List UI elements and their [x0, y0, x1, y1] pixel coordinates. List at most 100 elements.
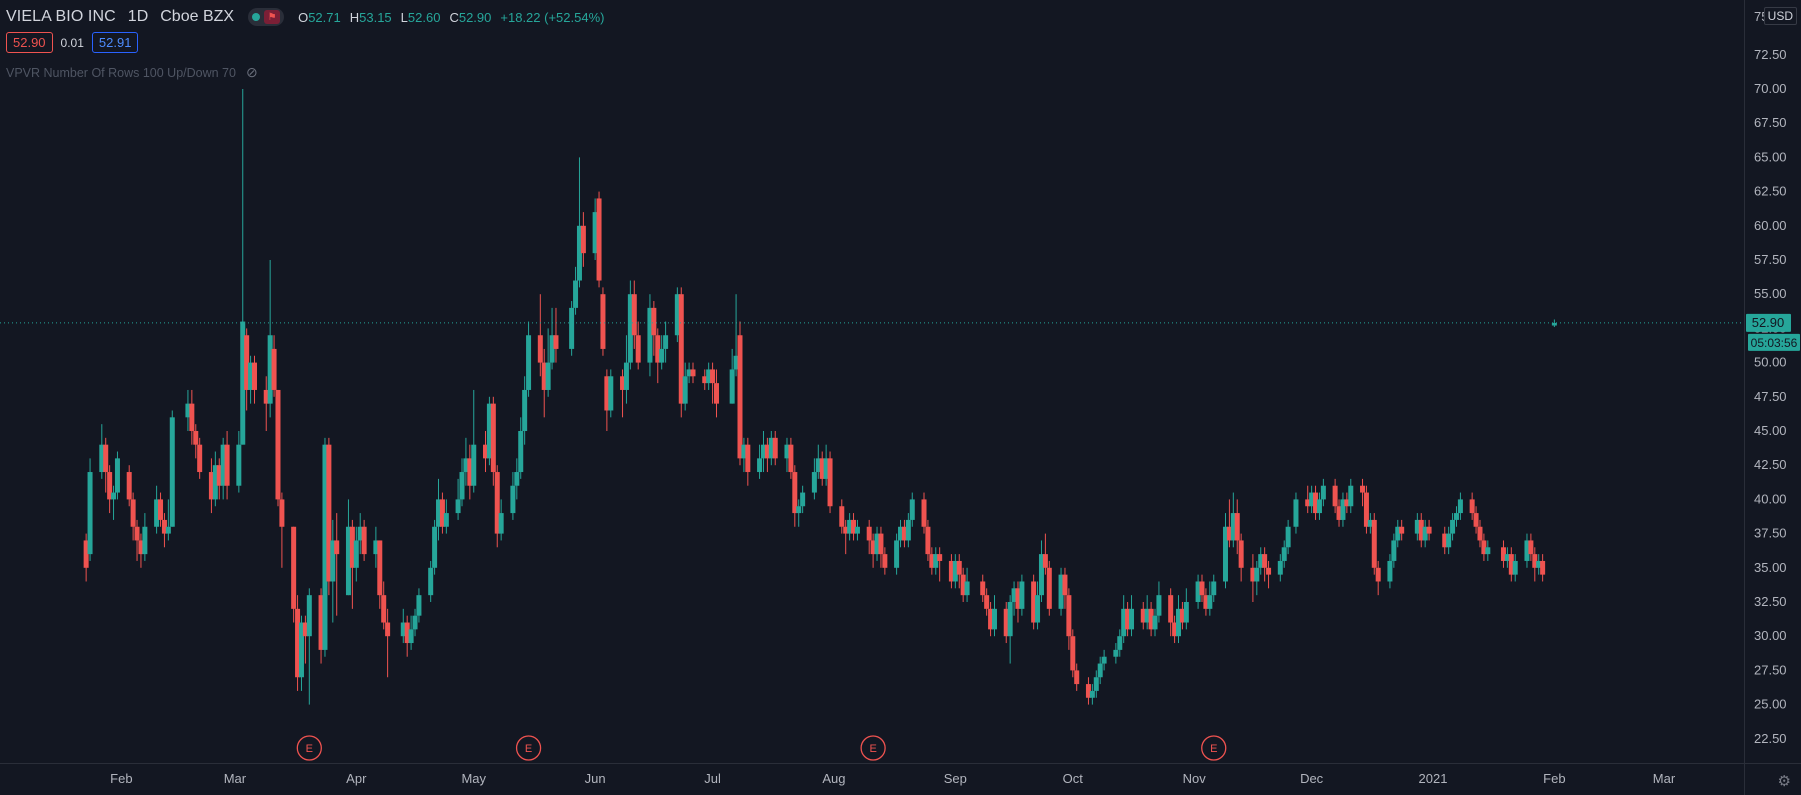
candle-down	[960, 574, 966, 596]
candle-up	[1097, 663, 1103, 678]
price-tick-label: 40.00	[1754, 491, 1787, 506]
indicator-legend[interactable]: VPVR Number Of Rows 100 Up/Down 70 ⊘	[6, 64, 258, 81]
candle-up	[1348, 485, 1354, 507]
symbol-name[interactable]: VIELA BIO INC	[6, 8, 116, 25]
candle-up	[757, 458, 763, 473]
candle-down	[103, 444, 109, 473]
candle-up	[1230, 513, 1236, 541]
candle-down	[1062, 574, 1068, 596]
candle-down	[279, 499, 285, 527]
candle-down	[651, 307, 657, 336]
candle-down	[1399, 526, 1405, 534]
candle-up	[549, 335, 555, 363]
flag-icon[interactable]: ⚑	[264, 10, 281, 24]
candle-up	[240, 321, 246, 445]
candle-down	[737, 335, 743, 459]
currency-button[interactable]: USD	[1763, 7, 1797, 25]
market-open-dot-icon	[252, 13, 261, 21]
price-tick-label: 67.50	[1754, 115, 1787, 130]
candle-up	[733, 355, 739, 370]
status-indicators[interactable]: ⚑	[248, 8, 285, 26]
candle-up	[815, 458, 821, 473]
candle-down	[1238, 540, 1244, 568]
candle-up	[169, 417, 175, 527]
candle-up	[248, 362, 254, 390]
gear-icon[interactable]: ⚙	[1777, 773, 1791, 790]
candle-up	[1093, 677, 1099, 691]
price-tick-label: 47.50	[1754, 389, 1787, 404]
candle-down	[193, 431, 199, 445]
earnings-marker-label: E	[306, 743, 313, 755]
candle-up	[964, 581, 970, 596]
price-axis[interactable]: 22.50 25.00 27.50 30.00 32.50 35.00 37.50 40.00…	[1754, 9, 1787, 746]
interval[interactable]: 1D	[127, 8, 149, 25]
candle-down	[1371, 519, 1377, 568]
candle-down	[1442, 533, 1448, 548]
candle-down	[1234, 513, 1240, 541]
candle-down	[1262, 554, 1268, 568]
candle-up	[526, 335, 532, 390]
price-tick-label: 62.50	[1754, 184, 1787, 199]
candle-down	[1477, 526, 1483, 541]
candle-down	[988, 608, 994, 630]
candle-down	[1313, 492, 1319, 514]
price-tick-label: 50.00	[1754, 355, 1787, 370]
candle-up	[1038, 554, 1044, 596]
candle-up	[114, 458, 120, 493]
candle-down	[596, 198, 602, 281]
candle-up	[1512, 560, 1518, 575]
candle-up	[428, 567, 434, 596]
price-tick-label: 32.50	[1754, 594, 1787, 609]
candle-up	[1391, 540, 1397, 561]
candle-down	[1508, 554, 1514, 575]
indicator-label[interactable]: VPVR Number Of Rows 100 Up/Down 70	[6, 65, 236, 80]
bid-price-button[interactable]: 52.90	[6, 32, 53, 53]
candle-up	[1089, 690, 1095, 698]
candle-up	[1504, 554, 1510, 561]
candle-up	[909, 499, 915, 520]
candle-up	[682, 376, 688, 404]
candle-down	[1532, 554, 1538, 568]
candle-down	[467, 458, 473, 486]
candle-down	[1360, 485, 1366, 493]
candle-up	[518, 431, 524, 473]
candle-up	[1320, 485, 1326, 500]
time-tick-label: Oct	[1063, 771, 1084, 786]
candle-down	[925, 526, 931, 555]
candle-down	[604, 376, 610, 411]
candle-down	[1226, 526, 1232, 541]
time-axis[interactable]: Feb Mar Apr May Jun Jul Aug Sep Oct Nov Dec 2021 Feb…	[110, 771, 1676, 786]
candle-up	[952, 560, 958, 582]
candle-up	[1019, 581, 1025, 609]
price-tick-label: 27.50	[1754, 662, 1787, 677]
candle-up	[463, 458, 469, 473]
candle-up	[1277, 560, 1283, 575]
candle-up	[455, 499, 461, 514]
time-tick-label: Apr	[346, 771, 367, 786]
candle-up	[1551, 322, 1557, 326]
candle-up	[306, 595, 312, 637]
ask-price-button[interactable]: 52.91	[91, 32, 139, 53]
candle-down	[937, 554, 943, 561]
candle-down	[1344, 499, 1350, 507]
candle-down	[1305, 499, 1311, 507]
candle-down	[745, 444, 751, 473]
earnings-marker-label: E	[869, 743, 876, 755]
candle-up	[1446, 533, 1452, 548]
candle-down	[839, 506, 845, 527]
candle-down	[827, 458, 833, 507]
candle-up	[905, 519, 911, 541]
candle-up	[373, 540, 379, 555]
open-value: 52.71	[308, 9, 341, 25]
symbol-header[interactable]: VIELA BIO INC 1D Cboe BZX ⚑ O 52.71 H 53.1…	[6, 6, 613, 28]
candle-down	[1148, 608, 1154, 630]
candle-up	[1113, 649, 1119, 657]
candle-up	[1176, 608, 1182, 637]
countdown-value: 05:03:56	[1751, 336, 1798, 350]
candle-up	[1258, 554, 1264, 568]
candle-up	[1485, 547, 1491, 555]
eye-hidden-icon[interactable]: ⊘	[245, 64, 258, 80]
candle-up	[991, 608, 997, 630]
time-tick-label: Nov	[1183, 771, 1207, 786]
